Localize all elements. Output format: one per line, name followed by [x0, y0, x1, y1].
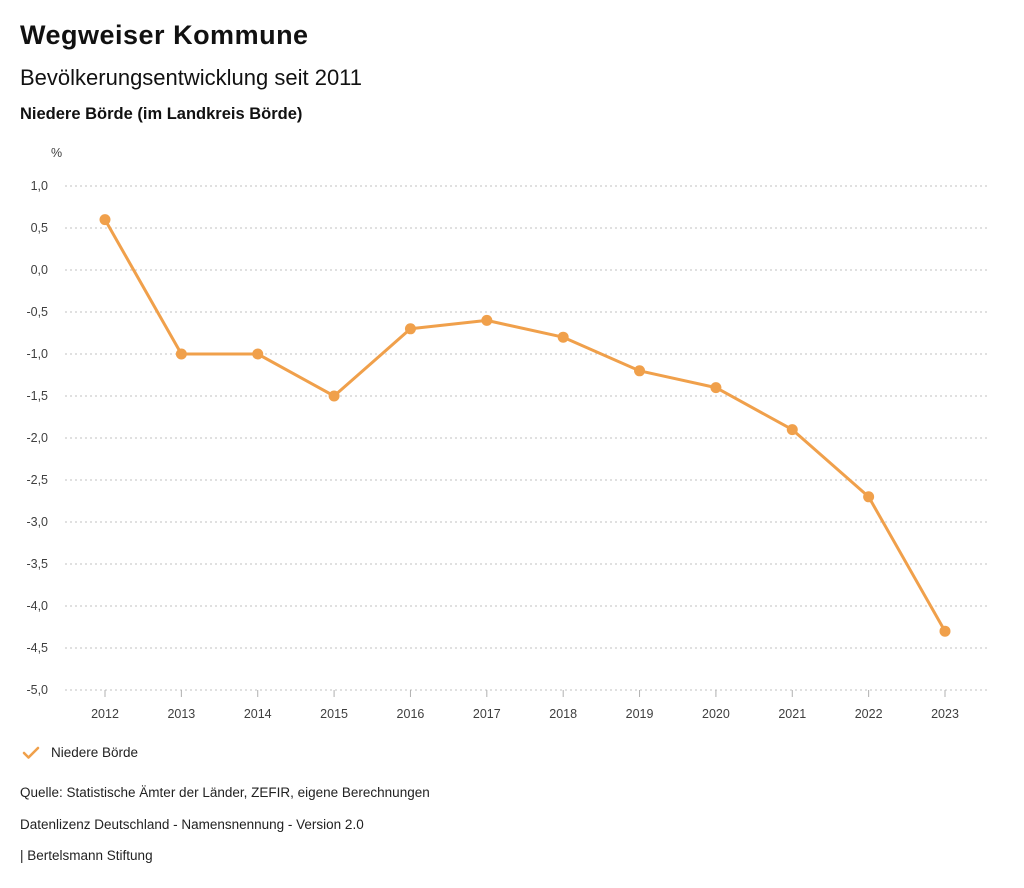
- y-axis-unit-label: %: [51, 146, 63, 160]
- data-point-2019[interactable]: [634, 365, 646, 377]
- y-axis-label: -1,0: [26, 347, 48, 361]
- page-title: Wegweiser Kommune: [20, 20, 309, 50]
- x-axis-label: 2022: [855, 707, 883, 721]
- legend-check-icon: [22, 746, 40, 759]
- x-axis-label: 2013: [167, 707, 195, 721]
- x-axis-label: 2014: [244, 707, 272, 721]
- x-axis-label: 2016: [397, 707, 425, 721]
- legend-label: Niedere Börde: [51, 745, 139, 760]
- y-axis-label: -2,5: [26, 473, 48, 487]
- data-point-2012[interactable]: [99, 214, 111, 226]
- data-point-2016[interactable]: [404, 323, 416, 335]
- data-point-2022[interactable]: [863, 491, 875, 503]
- data-point-2021[interactable]: [786, 424, 798, 436]
- y-axis-label: -0,5: [26, 305, 48, 319]
- population-line-chart: 1,0 0,5 0,0 -0,5 -1,0 -1,5 -2,0 -2,5 -3,0 -3,5 -4,…: [26, 179, 990, 721]
- attribution-text: | Bertelsmann Stiftung: [20, 848, 153, 863]
- x-axis-label: 2012: [91, 707, 119, 721]
- y-axis-label: -3,0: [26, 515, 48, 529]
- x-axis-label: 2020: [702, 707, 730, 721]
- series-line-niedere-boerde: [103, 218, 947, 633]
- x-axis-label: 2019: [626, 707, 654, 721]
- x-axis-label: 2017: [473, 707, 501, 721]
- y-axis-label: -3,5: [26, 557, 48, 571]
- y-axis-label: -5,0: [26, 683, 48, 697]
- y-axis-label: -2,0: [26, 431, 48, 445]
- source-text: Quelle: Statistische Ämter der Länder, Z…: [20, 785, 430, 800]
- data-point-2013[interactable]: [175, 348, 187, 360]
- x-axis-label: 2021: [778, 707, 806, 721]
- x-axis-label: 2018: [549, 707, 577, 721]
- y-axis-label: -4,5: [26, 641, 48, 655]
- chart-subtitle: Bevölkerungsentwicklung seit 2011: [20, 65, 363, 90]
- data-point-2020[interactable]: [710, 382, 722, 394]
- y-axis-label: -4,0: [26, 599, 48, 613]
- data-point-2014[interactable]: [252, 348, 264, 360]
- data-point-2017[interactable]: [481, 314, 493, 326]
- y-axis-label: 1,0: [31, 179, 48, 193]
- data-point-2015[interactable]: [328, 390, 340, 402]
- legend-item-niedere-boerde[interactable]: Niedere Börde: [22, 745, 138, 760]
- data-point-2018[interactable]: [557, 331, 569, 343]
- data-point-2023[interactable]: [939, 625, 951, 637]
- x-axis-label: 2023: [931, 707, 959, 721]
- y-axis-label: -1,5: [26, 389, 48, 403]
- chart-region-title: Niedere Börde (im Landkreis Börde): [20, 105, 303, 123]
- x-axis-label: 2015: [320, 707, 348, 721]
- license-text: Datenlizenz Deutschland - Namensnennung …: [20, 817, 364, 832]
- y-axis-label: 0,5: [31, 221, 48, 235]
- y-axis-label: 0,0: [31, 263, 48, 277]
